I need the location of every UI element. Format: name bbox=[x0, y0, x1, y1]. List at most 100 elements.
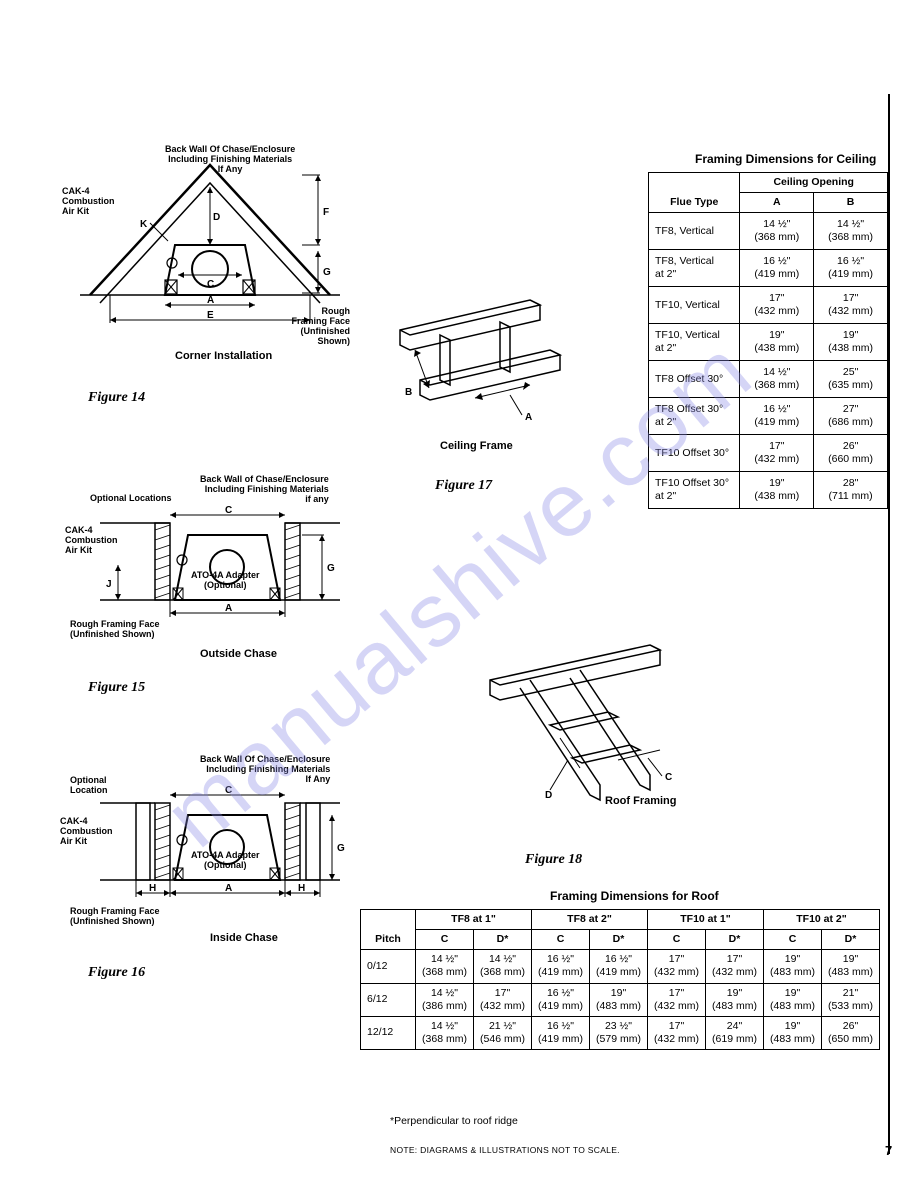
th-a: A bbox=[740, 193, 814, 213]
roof-row-c: 14 ½"(368 mm) bbox=[416, 950, 474, 983]
dim-f: F bbox=[323, 207, 329, 218]
fig16-cak3: Air Kit bbox=[60, 836, 87, 846]
roof-row-c: 14 ½"(368 mm) bbox=[416, 1016, 474, 1049]
right-margin-rule bbox=[888, 94, 890, 1154]
ceiling-row-flue: TF10, Verticalat 2" bbox=[649, 324, 740, 361]
roof-row-c: 14 ½"(386 mm) bbox=[416, 983, 474, 1016]
ceiling-row-a: 19"(438 mm) bbox=[740, 324, 814, 361]
roof-row-d: 21 ½"(546 mm) bbox=[474, 1016, 532, 1049]
roof-row-d: 19"(483 mm) bbox=[822, 950, 880, 983]
dim-g: G bbox=[327, 563, 335, 574]
roof-row-pitch: 12/12 bbox=[361, 1016, 416, 1049]
roof-row-d: 17"(432 mm) bbox=[474, 983, 532, 1016]
th-d: D* bbox=[822, 930, 880, 950]
dim-e: E bbox=[207, 310, 214, 321]
roof-row-pitch: 0/12 bbox=[361, 950, 416, 983]
ceiling-row-flue: TF8, Vertical bbox=[649, 213, 740, 250]
ceiling-row-flue: TF10 Offset 30°at 2" bbox=[649, 472, 740, 509]
fig14-rough1: Rough bbox=[322, 306, 351, 316]
fig14-cak3: Air Kit bbox=[62, 206, 89, 216]
ceiling-table-title: Framing Dimensions for Ceiling bbox=[695, 152, 876, 166]
fig14-backwall3: If Any bbox=[218, 164, 243, 174]
dim-g: G bbox=[323, 267, 331, 278]
fig14-cak1: CAK-4 bbox=[62, 186, 90, 196]
th-c: C bbox=[532, 930, 590, 950]
fig16-backwall2: Including Finishing Materials bbox=[206, 764, 330, 774]
fig14-label: Figure 14 bbox=[88, 390, 145, 406]
figure-14: C A E D K F bbox=[70, 145, 350, 405]
fig14-rough2: Framing Face bbox=[291, 316, 350, 326]
dim-a: A bbox=[225, 883, 232, 894]
ceiling-row-a: 16 ½"(419 mm) bbox=[740, 250, 814, 287]
fig16-rough1: Rough Framing Face bbox=[70, 906, 160, 916]
roof-row-d: 21"(533 mm) bbox=[822, 983, 880, 1016]
fig15-backwall2: Including Finishing Materials bbox=[205, 484, 329, 494]
figure-16: C H A H G Back Wall bbox=[70, 755, 350, 965]
th-opening: Ceiling Opening bbox=[740, 173, 888, 193]
ceiling-row-a: 14 ½"(368 mm) bbox=[740, 361, 814, 398]
ceiling-row-b: 16 ½"(419 mm) bbox=[814, 250, 888, 287]
footer-note: NOTE: DIAGRAMS & ILLUSTRATIONS NOT TO SC… bbox=[390, 1145, 620, 1155]
th-c: C bbox=[416, 930, 474, 950]
ceiling-row-flue: TF8 Offset 30°at 2" bbox=[649, 398, 740, 435]
fig14-cak2: Combustion bbox=[62, 196, 115, 206]
dim-a: A bbox=[225, 603, 232, 614]
fig15-label: Figure 15 bbox=[88, 680, 145, 696]
fig16-cak1: CAK-4 bbox=[60, 816, 88, 826]
ceiling-row-flue: TF8, Verticalat 2" bbox=[649, 250, 740, 287]
ceiling-row-flue: TF10, Vertical bbox=[649, 287, 740, 324]
fig16-ato2: (Optional) bbox=[204, 860, 247, 870]
roof-footnote: *Perpendicular to roof ridge bbox=[390, 1115, 518, 1127]
th-c: C bbox=[764, 930, 822, 950]
dim-c: C bbox=[225, 505, 232, 516]
fig14-caption: Corner Installation bbox=[175, 350, 272, 362]
fig18-label: Figure 18 bbox=[525, 852, 582, 868]
roof-row-d: 24"(619 mm) bbox=[706, 1016, 764, 1049]
dim-c: C bbox=[207, 279, 214, 290]
roof-row-c: 17"(432 mm) bbox=[648, 983, 706, 1016]
ceiling-row-flue: TF8 Offset 30° bbox=[649, 361, 740, 398]
fig15-backwall1: Back Wall of Chase/Enclosure bbox=[200, 474, 329, 484]
ceiling-table: Flue Type Ceiling Opening A B TF8, Verti… bbox=[648, 172, 888, 509]
roof-row-d: 14 ½"(368 mm) bbox=[474, 950, 532, 983]
ceiling-row-b: 25"(635 mm) bbox=[814, 361, 888, 398]
fig15-opt: Optional Locations bbox=[90, 493, 172, 503]
fig16-opt2: Location bbox=[70, 785, 108, 795]
roof-row-c: 19"(483 mm) bbox=[764, 950, 822, 983]
ceiling-row-a: 17"(432 mm) bbox=[740, 287, 814, 324]
dim-d: D bbox=[213, 212, 220, 223]
ceiling-row-flue: TF10 Offset 30° bbox=[649, 435, 740, 472]
fig15-cak3: Air Kit bbox=[65, 545, 92, 555]
ceiling-row-b: 17"(432 mm) bbox=[814, 287, 888, 324]
fig15-rough2: (Unfinished Shown) bbox=[70, 629, 155, 639]
fig14-backwall2: Including Finishing Materials bbox=[168, 154, 292, 164]
th-c: C bbox=[648, 930, 706, 950]
ceiling-row-b: 19"(438 mm) bbox=[814, 324, 888, 361]
fig14-rough3: (Unfinished Shown) bbox=[301, 326, 351, 346]
fig16-cak2: Combustion bbox=[60, 826, 113, 836]
th-g0: TF8 at 1" bbox=[416, 910, 532, 930]
dim-k: K bbox=[140, 219, 148, 230]
ceiling-row-a: 16 ½"(419 mm) bbox=[740, 398, 814, 435]
fig16-backwall3: If Any bbox=[306, 774, 331, 784]
roof-row-c: 19"(483 mm) bbox=[764, 983, 822, 1016]
fig16-rough2: (Unfinished Shown) bbox=[70, 916, 155, 926]
roof-row-c: 16 ½"(419 mm) bbox=[532, 1016, 590, 1049]
roof-row-d: 19"(483 mm) bbox=[706, 983, 764, 1016]
ceiling-row-b: 14 ½"(368 mm) bbox=[814, 213, 888, 250]
fig14-backwall1: Back Wall Of Chase/Enclosure bbox=[165, 144, 295, 154]
page-number: 7 bbox=[885, 1143, 892, 1158]
dim-d: D bbox=[545, 790, 552, 801]
dim-h2: H bbox=[298, 883, 305, 894]
figure-17: A B Ceiling Frame bbox=[380, 290, 590, 500]
fig16-backwall1: Back Wall Of Chase/Enclosure bbox=[200, 754, 330, 764]
fig15-ato2: (Optional) bbox=[204, 580, 247, 590]
roof-row-c: 16 ½"(419 mm) bbox=[532, 983, 590, 1016]
roof-row-d: 17"(432 mm) bbox=[706, 950, 764, 983]
roof-row-c: 16 ½"(419 mm) bbox=[532, 950, 590, 983]
ceiling-row-a: 14 ½"(368 mm) bbox=[740, 213, 814, 250]
ceiling-row-b: 26"(660 mm) bbox=[814, 435, 888, 472]
ceiling-row-b: 28"(711 mm) bbox=[814, 472, 888, 509]
ceiling-row-a: 17"(432 mm) bbox=[740, 435, 814, 472]
th-g1: TF8 at 2" bbox=[532, 910, 648, 930]
